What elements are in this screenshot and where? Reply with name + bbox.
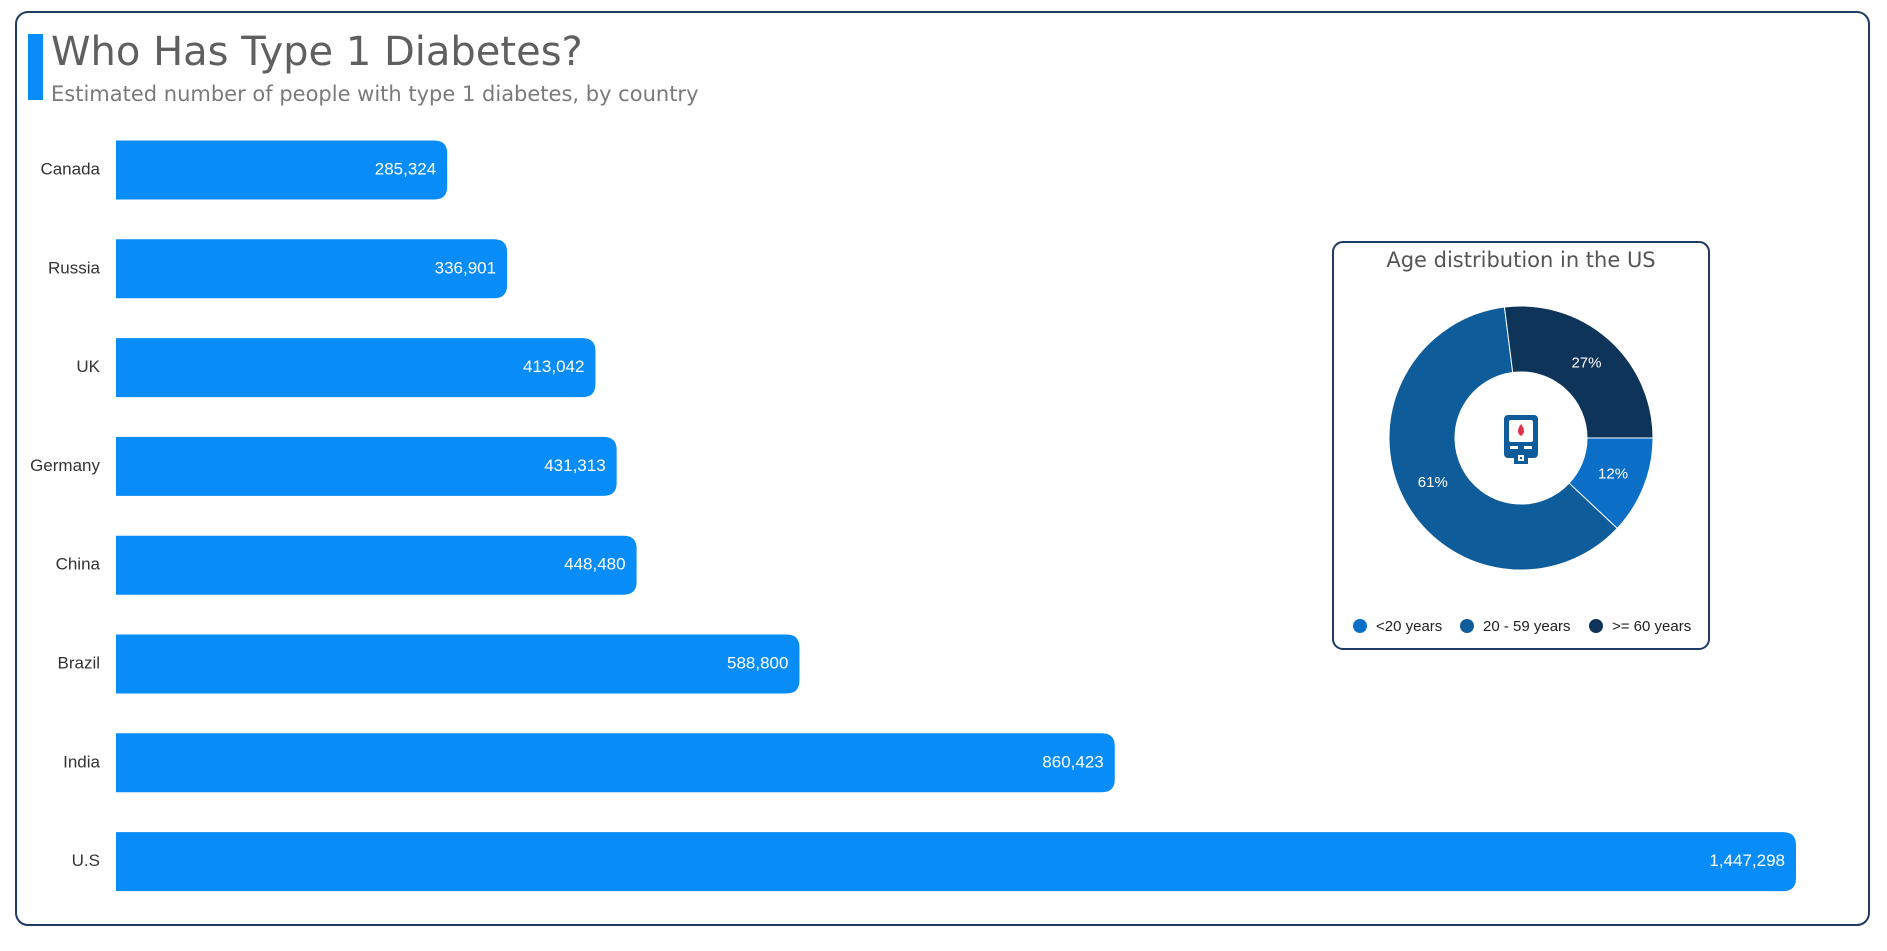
legend-marker: [1460, 619, 1474, 633]
slice-label: 27%: [1571, 355, 1601, 372]
meter-icon: [1504, 415, 1538, 464]
y-tick-label: Canada: [40, 159, 100, 178]
bar: [116, 733, 1115, 793]
y-tick-label: Germany: [30, 456, 100, 475]
y-tick-label: Brazil: [57, 653, 100, 672]
bar: [116, 338, 596, 398]
y-tick-label: China: [56, 555, 101, 574]
y-tick-label: UK: [76, 357, 100, 376]
legend-label: <20 years: [1376, 618, 1442, 635]
value-label: 431,313: [544, 456, 605, 475]
legend-label: >= 60 years: [1612, 618, 1691, 635]
legend-marker: [1353, 619, 1367, 633]
bar: [116, 634, 800, 694]
value-label: 336,901: [435, 258, 496, 277]
value-label: 860,423: [1042, 752, 1103, 771]
bar: [116, 832, 1796, 892]
chart-subtitle: Estimated number of people with type 1 d…: [51, 82, 699, 106]
donut-title: Age distribution in the US: [1386, 248, 1655, 272]
legend-label: 20 - 59 years: [1483, 618, 1571, 635]
title-accent: [28, 34, 43, 100]
slice-label: 61%: [1418, 474, 1448, 491]
bar: [116, 239, 508, 299]
bar: [116, 140, 448, 200]
value-label: 588,800: [727, 653, 788, 672]
value-label: 1,447,298: [1709, 851, 1785, 870]
donut-slice: [1388, 306, 1618, 571]
bar: [116, 436, 617, 496]
value-label: 448,480: [564, 555, 625, 574]
legend-marker: [1589, 619, 1603, 633]
y-tick-label: U.S: [72, 851, 100, 870]
bar: [116, 535, 637, 595]
value-label: 413,042: [523, 357, 584, 376]
chart-title: Who Has Type 1 Diabetes?: [51, 29, 583, 75]
value-label: 285,324: [375, 159, 436, 178]
donut-slice: [1503, 305, 1654, 439]
y-tick-label: Russia: [48, 258, 101, 277]
y-tick-label: India: [63, 752, 100, 771]
slice-label: 12%: [1598, 465, 1628, 482]
